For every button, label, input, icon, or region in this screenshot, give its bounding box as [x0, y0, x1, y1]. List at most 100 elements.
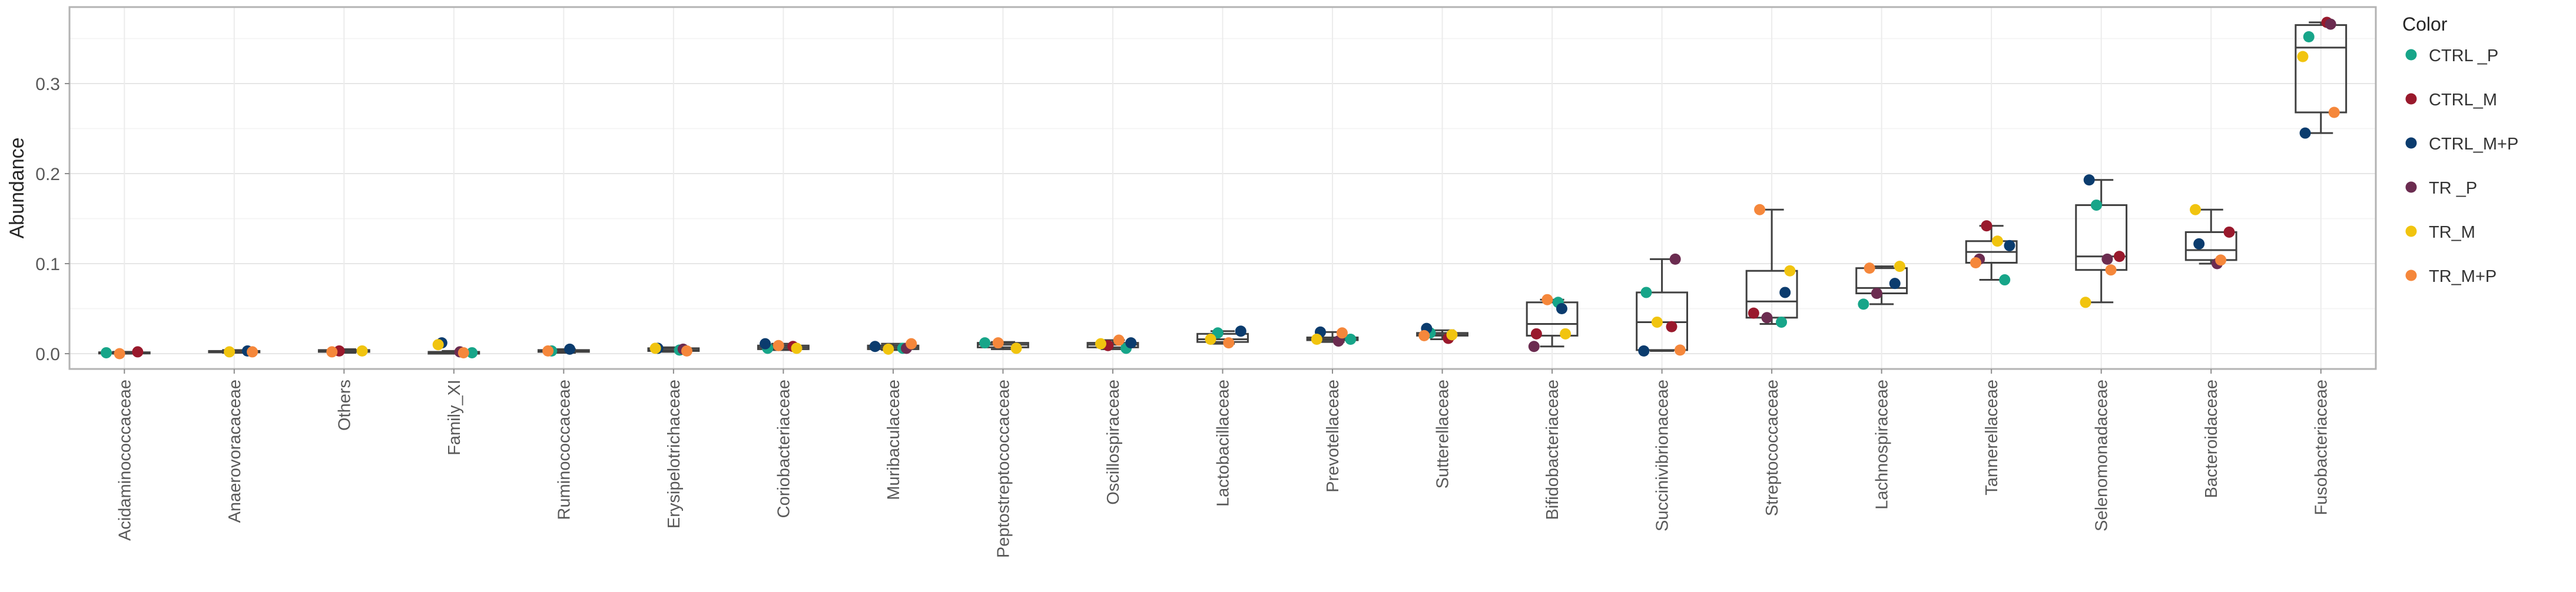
- x-tick-label: Peptostreptococcaceae: [994, 380, 1013, 558]
- point-TR_MplusP: [1541, 294, 1553, 305]
- box-Fusobacteriaceae: [2295, 21, 2348, 134]
- point-TR_MplusP: [1754, 204, 1766, 215]
- iqr-box: [2295, 24, 2348, 114]
- legend: Color CTRL _P CTRL_M CTRL_M+P TR _P TR_M TR_M…: [2402, 14, 2518, 286]
- iqr-box: [1636, 291, 1688, 351]
- point-TR_M: [1095, 338, 1106, 350]
- point-TR_P: [2325, 18, 2336, 30]
- point-TR_MplusP: [2105, 264, 2117, 276]
- legend-swatch: [2405, 270, 2417, 281]
- point-TR_M: [1311, 334, 1322, 345]
- point-TR_MplusP: [114, 348, 125, 360]
- point-CTRL_MplusP: [2004, 240, 2015, 251]
- point-CTRL_M: [1530, 328, 1542, 340]
- point-TR_M: [1991, 235, 2003, 247]
- legend-swatch: [2405, 181, 2417, 193]
- point-TR_MplusP: [542, 345, 554, 357]
- x-tick-label: Family_XI: [445, 380, 464, 455]
- point-TR_MplusP: [247, 346, 258, 358]
- point-CTRL_P: [2090, 199, 2102, 211]
- point-CTRL_MplusP: [1779, 287, 1791, 298]
- point-CTRL_P: [1640, 287, 1652, 298]
- legend-swatch: [2405, 49, 2417, 61]
- y-axis-ticks: 0.0 0.1 0.2 0.3: [35, 75, 69, 364]
- point-TR_M: [791, 342, 803, 354]
- x-tick-label: Selenomonadaceae: [2093, 380, 2111, 531]
- x-tick-label: Succinivibrionaceae: [1653, 380, 1672, 531]
- legend-swatch: [2405, 137, 2417, 149]
- legend-label: TR_M+P: [2429, 267, 2497, 286]
- legend-label: TR _P: [2429, 179, 2477, 198]
- point-CTRL_P: [2303, 31, 2315, 42]
- point-CTRL_M: [1981, 220, 1992, 232]
- x-tick-label: Fusobacteriaceae: [2312, 380, 2331, 515]
- x-axis-ticks: Acidaminococcaceae Anaerovoracaceae Others…: [115, 369, 2331, 558]
- y-tick-label: 0.0: [35, 345, 60, 364]
- legend-label: CTRL _P: [2429, 46, 2498, 65]
- x-tick-label: Prevotellaceae: [1324, 380, 1342, 493]
- point-TR_P: [1761, 312, 1773, 324]
- box-Family_XI: [427, 350, 480, 355]
- point-TR_M: [2297, 51, 2309, 62]
- point-TR_MplusP: [1336, 327, 1348, 339]
- x-tick-label: Streptococcaceae: [1763, 380, 1782, 516]
- x-tick-label: Oscillospiraceae: [1104, 380, 1123, 505]
- point-TR_P: [1669, 253, 1681, 265]
- point-CTRL_MplusP: [1125, 337, 1137, 349]
- x-tick-label: Lachnospiraceae: [1873, 380, 1892, 510]
- point-TR_MplusP: [1864, 262, 1875, 274]
- point-CTRL_MplusP: [2193, 238, 2205, 250]
- point-TR_M: [1784, 265, 1796, 277]
- point-TR_MplusP: [1223, 337, 1235, 349]
- x-tick-label: Acidaminococcaceae: [115, 380, 134, 541]
- point-CTRL_M: [2223, 226, 2235, 238]
- x-tick-label: Bifidobacteriaceae: [1543, 380, 1562, 520]
- x-tick-label: Erysipelotrichaceae: [665, 380, 684, 528]
- point-TR_M: [1205, 334, 1216, 345]
- point-CTRL_P: [1776, 316, 1788, 328]
- point-CTRL_MplusP: [869, 341, 881, 352]
- point-CTRL_M: [1666, 321, 1677, 332]
- point-CTRL_P: [1858, 298, 1869, 310]
- box-Bacteroidaceae: [2184, 208, 2237, 265]
- point-CTRL_MplusP: [1235, 325, 1246, 337]
- legend-swatch: [2405, 93, 2417, 105]
- point-TR_M: [649, 342, 661, 354]
- point-TR_MplusP: [906, 338, 917, 350]
- point-CTRL_M: [2113, 251, 2125, 262]
- x-tick-label: Coriobacteriaceae: [774, 380, 793, 518]
- point-CTRL_MplusP: [2083, 174, 2095, 186]
- x-tick-label: Bacteroidaceae: [2202, 380, 2221, 498]
- x-tick-label: Sutterellaceae: [1434, 380, 1453, 488]
- point-TR_MplusP: [2215, 254, 2227, 266]
- point-CTRL_MplusP: [1638, 345, 1650, 357]
- grid-lines: [69, 7, 2376, 369]
- point-TR_M: [1010, 342, 1022, 354]
- point-TR_MplusP: [2328, 107, 2340, 118]
- iqr-box: [2184, 231, 2237, 261]
- point-CTRL_MplusP: [564, 343, 576, 355]
- point-TR_MplusP: [1113, 334, 1125, 346]
- point-TR_M: [356, 345, 368, 357]
- point-TR_MplusP: [773, 340, 784, 351]
- legend-label: CTRL_M+P: [2429, 135, 2518, 154]
- point-CTRL_P: [979, 337, 991, 349]
- y-tick-label: 0.3: [35, 75, 60, 94]
- point-CTRL_P: [100, 347, 112, 358]
- x-tick-label: Ruminococcaceae: [555, 380, 573, 520]
- point-TR_M: [1560, 328, 1572, 340]
- legend-label: TR_M: [2429, 223, 2475, 242]
- point-CTRL_P: [1999, 274, 2011, 286]
- point-CTRL_MplusP: [1889, 278, 1901, 290]
- point-TR_MplusP: [457, 347, 469, 358]
- data-points: [100, 16, 2340, 360]
- point-TR_MplusP: [992, 337, 1004, 349]
- point-TR_M: [2080, 297, 2091, 308]
- point-TR_MplusP: [1674, 344, 1686, 356]
- point-TR_M: [432, 339, 444, 351]
- x-tick-label: Anaerovoracaceae: [226, 380, 244, 523]
- point-CTRL_MplusP: [760, 338, 771, 350]
- legend-title: Color: [2402, 14, 2448, 35]
